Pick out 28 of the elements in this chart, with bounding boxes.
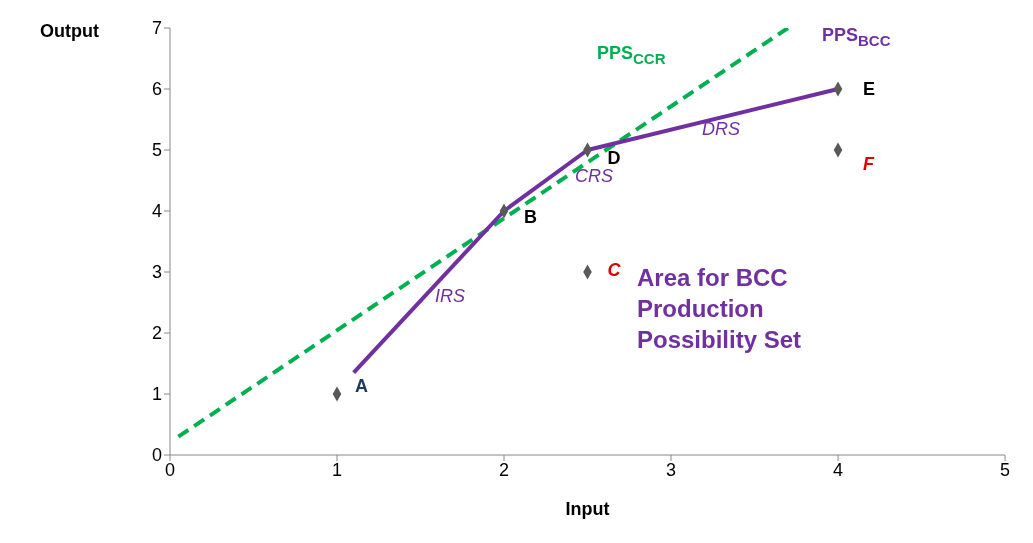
y-tick-label: 0 (151, 445, 162, 466)
y-tick-label: 1 (151, 384, 162, 405)
annotation: IRS (435, 285, 466, 308)
y-tick-label: 7 (151, 18, 162, 39)
y-tick-label: 5 (151, 140, 162, 161)
annotation: B (524, 207, 537, 227)
y-tick-label: 3 (151, 262, 162, 283)
annotation: C (607, 260, 622, 280)
annotation: A (355, 376, 368, 396)
y-axis-title: Output (40, 20, 99, 41)
x-tick-label: 3 (665, 459, 677, 480)
y-tick-label: 6 (151, 79, 162, 100)
annotation: Area for BCC Production Possibility Set (637, 263, 802, 356)
x-tick-label: 1 (331, 459, 343, 480)
annotation: PPS$_{BCC}$ (822, 24, 891, 51)
annotation: CRS (575, 165, 614, 188)
x-tick-label: 4 (832, 459, 844, 480)
annotation: DRS (702, 118, 741, 141)
x-tick-label: 5 (999, 459, 1011, 480)
y-tick-label: 2 (151, 323, 162, 344)
annotation: D (607, 148, 621, 168)
y-tick-label: 4 (151, 201, 162, 222)
annotation: F (863, 154, 875, 174)
x-tick-label: 2 (498, 459, 510, 480)
annotation: PPS$_{CCR}$ (597, 42, 666, 69)
x-tick-label: 0 (164, 459, 176, 480)
annotation: E (863, 79, 876, 99)
x-axis-title: Input (565, 499, 610, 519)
